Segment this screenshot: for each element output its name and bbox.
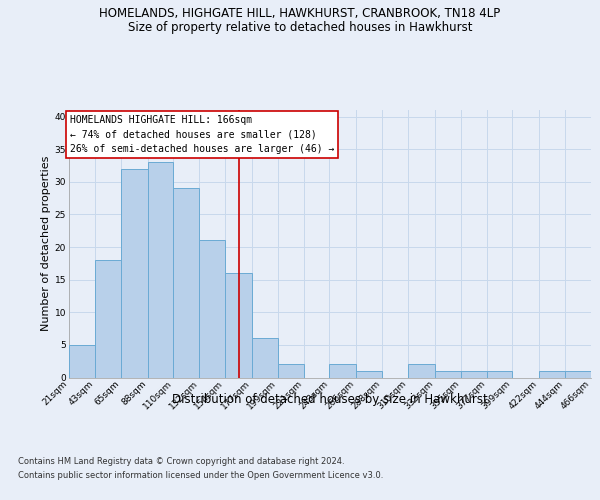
Bar (95, 260, 121, 378)
Text: Distribution of detached houses by size in Hawkhurst: Distribution of detached houses by size … (172, 392, 488, 406)
Text: Contains public sector information licensed under the Open Government Licence v3: Contains public sector information licen… (18, 471, 383, 480)
Bar (539, 371, 565, 378)
Bar (173, 188, 199, 378)
Bar (69, 345, 95, 378)
Bar (225, 273, 252, 378)
Bar (148, 162, 173, 378)
Text: HOMELANDS, HIGHGATE HILL, HAWKHURST, CRANBROOK, TN18 4LP: HOMELANDS, HIGHGATE HILL, HAWKHURST, CRA… (100, 8, 500, 20)
Bar (461, 371, 487, 378)
Text: Size of property relative to detached houses in Hawkhurst: Size of property relative to detached ho… (128, 21, 472, 34)
Bar (278, 364, 304, 378)
Bar (121, 168, 148, 378)
Bar (199, 240, 225, 378)
Y-axis label: Number of detached properties: Number of detached properties (41, 156, 50, 332)
Text: Contains HM Land Registry data © Crown copyright and database right 2024.: Contains HM Land Registry data © Crown c… (18, 458, 344, 466)
Bar (252, 338, 278, 378)
Bar (356, 371, 382, 378)
Bar (487, 371, 512, 378)
Bar (435, 371, 461, 378)
Bar (565, 371, 591, 378)
Bar (408, 364, 435, 378)
Bar (329, 364, 356, 378)
Text: HOMELANDS HIGHGATE HILL: 166sqm
← 74% of detached houses are smaller (128)
26% o: HOMELANDS HIGHGATE HILL: 166sqm ← 74% of… (70, 114, 334, 154)
